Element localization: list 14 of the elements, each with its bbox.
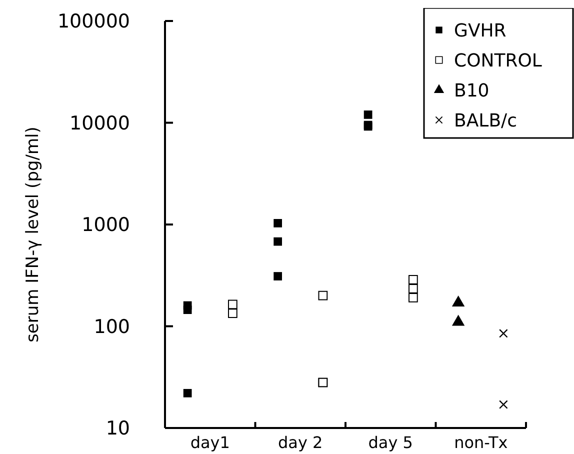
x-tick-label: day 2 xyxy=(278,433,323,452)
y-tick-label: 10000 xyxy=(70,112,130,134)
y-tick-label: 100000 xyxy=(57,10,130,33)
x-tick-label: day1 xyxy=(190,433,230,452)
y-axis-title: serum IFN-γ level (pg/ml) xyxy=(23,126,43,342)
legend-label: CONTROL xyxy=(454,50,542,72)
y-tick-label: 100 xyxy=(94,316,130,338)
x-tick-label: day 5 xyxy=(368,433,413,452)
legend-label: GVHR xyxy=(454,20,506,42)
y-tick-label: 10 xyxy=(106,418,130,440)
legend-label: BALB/c xyxy=(454,110,517,132)
y-tick-label: 1000 xyxy=(82,214,130,236)
legend-label: B10 xyxy=(454,80,490,102)
x-tick-label: non-Tx xyxy=(454,433,508,452)
